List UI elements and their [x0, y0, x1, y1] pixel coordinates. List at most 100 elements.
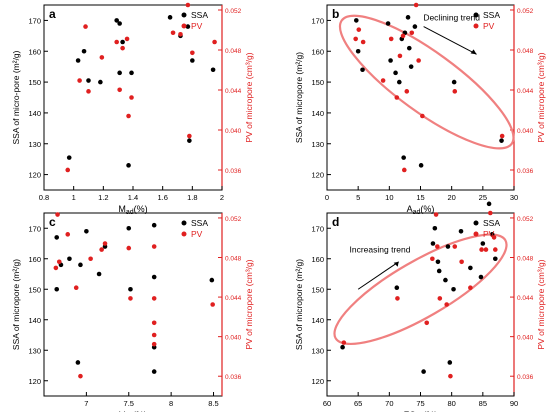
pv-point [78, 373, 83, 379]
ssa-point [84, 229, 89, 234]
pv-point [413, 2, 419, 8]
x-tick-label: 1.2 [98, 193, 108, 202]
y2-tick-label: 0.044 [225, 88, 242, 95]
y2-tick-label: 0.052 [517, 216, 534, 223]
pv-point [99, 247, 104, 252]
ssa-point [185, 24, 191, 29]
ssa-point [120, 39, 125, 45]
ssa-point [412, 24, 418, 29]
y2-axis-label: PV of micropore (cm³/g) [536, 52, 546, 142]
y2-tick-label: 0.048 [517, 256, 534, 263]
ssa-point [436, 268, 442, 274]
x-tick-label: 85 [479, 399, 487, 408]
pv-point [56, 259, 62, 265]
panel-letter: d [332, 215, 339, 229]
pv-point [151, 341, 157, 347]
ssa-point [190, 58, 195, 63]
ssa-point [151, 274, 157, 280]
pv-point [99, 55, 105, 60]
pv-point [356, 27, 362, 32]
y-axis-label: SSA of micropore (m²/g) [294, 259, 304, 350]
ssa-point [406, 45, 412, 51]
legend-marker [181, 23, 187, 29]
x-tick-label: 65 [354, 399, 362, 408]
plot-frame [326, 212, 515, 397]
ssa-point [397, 79, 402, 85]
x-tick-label: 30 [510, 193, 518, 202]
pv-point [86, 89, 91, 94]
trend-ellipse [333, 233, 508, 346]
ssa-point [499, 138, 504, 143]
pv-point [126, 113, 131, 119]
y2-tick-label: 0.044 [517, 295, 534, 302]
pv-point [185, 2, 191, 8]
panel-c: c 120 130 140 150 160 170 0.036 0.040 0.044 0.048 0… [11, 212, 254, 417]
y-tick-label: 120 [311, 377, 324, 386]
y-tick-label: 140 [311, 316, 324, 325]
x-tick-label: 15 [416, 193, 424, 202]
pv-point [187, 133, 192, 139]
y-tick-label: 120 [311, 171, 324, 180]
ssa-point [81, 48, 87, 54]
ssa-point [430, 241, 436, 246]
y2-tick-label: 0.048 [517, 48, 534, 55]
pv-point [424, 320, 430, 326]
ssa-point [67, 256, 72, 262]
y2-tick-label: 0.036 [225, 168, 242, 175]
panel-letter: a [49, 7, 56, 21]
ssa-point [468, 265, 473, 271]
pv-point [420, 113, 425, 119]
pv-point [212, 39, 217, 45]
x-tick-label: 25 [479, 193, 487, 202]
panel-b: b1201301401501601700.0360.0400.0440.0480… [294, 2, 546, 216]
pv-point [65, 167, 71, 173]
pv-point [178, 31, 183, 37]
pv-point [210, 302, 215, 307]
pv-point [493, 247, 498, 252]
pv-point [409, 30, 415, 36]
x-tick-label: 10 [385, 193, 393, 202]
y-tick-label: 160 [311, 47, 324, 56]
ssa-point [353, 18, 359, 23]
legend-label: PV [483, 229, 495, 239]
pv-point [433, 212, 439, 217]
ssa-point [421, 369, 426, 374]
ssa-point [151, 369, 157, 374]
legend-label: SSA [191, 10, 208, 20]
y2-axis-label: PV of micropore (cm³/g) [244, 52, 254, 142]
y-tick-label: 170 [28, 16, 41, 25]
ssa-point [117, 70, 122, 76]
y-tick-label: 120 [28, 171, 41, 180]
pv-point [124, 36, 130, 42]
x-tick-label: 7 [84, 399, 88, 408]
y-axis-label: SSA of micropore (m²/g) [294, 52, 304, 143]
y-tick-label: 150 [28, 78, 41, 87]
legend-label: PV [191, 21, 203, 31]
legend-label: PV [191, 229, 203, 239]
y2-tick-label: 0.040 [225, 128, 242, 135]
ssa-point [443, 277, 448, 283]
pv-point [170, 30, 176, 36]
pv-point [468, 285, 473, 291]
pv-point [400, 33, 406, 39]
ssa-point [66, 155, 72, 160]
pv-point [83, 24, 88, 29]
ssa-point [451, 286, 456, 292]
y2-tick-label: 0.040 [517, 128, 534, 135]
y2-tick-label: 0.052 [517, 8, 534, 15]
panel-letter: b [332, 7, 339, 21]
ssa-point [54, 286, 60, 292]
x-tick-label: 0.8 [39, 193, 49, 202]
y2-tick-label: 0.036 [225, 374, 242, 381]
x-tick-label: 0 [325, 193, 329, 202]
ssa-point [486, 201, 492, 207]
legend-marker [473, 231, 479, 237]
y-tick-label: 120 [28, 377, 41, 386]
pv-point [437, 296, 443, 301]
pv-point [404, 89, 410, 94]
x-tick-label: 8.5 [208, 399, 218, 408]
ssa-point [209, 277, 215, 283]
y2-tick-label: 0.040 [225, 335, 242, 342]
ssa-point [340, 344, 345, 350]
